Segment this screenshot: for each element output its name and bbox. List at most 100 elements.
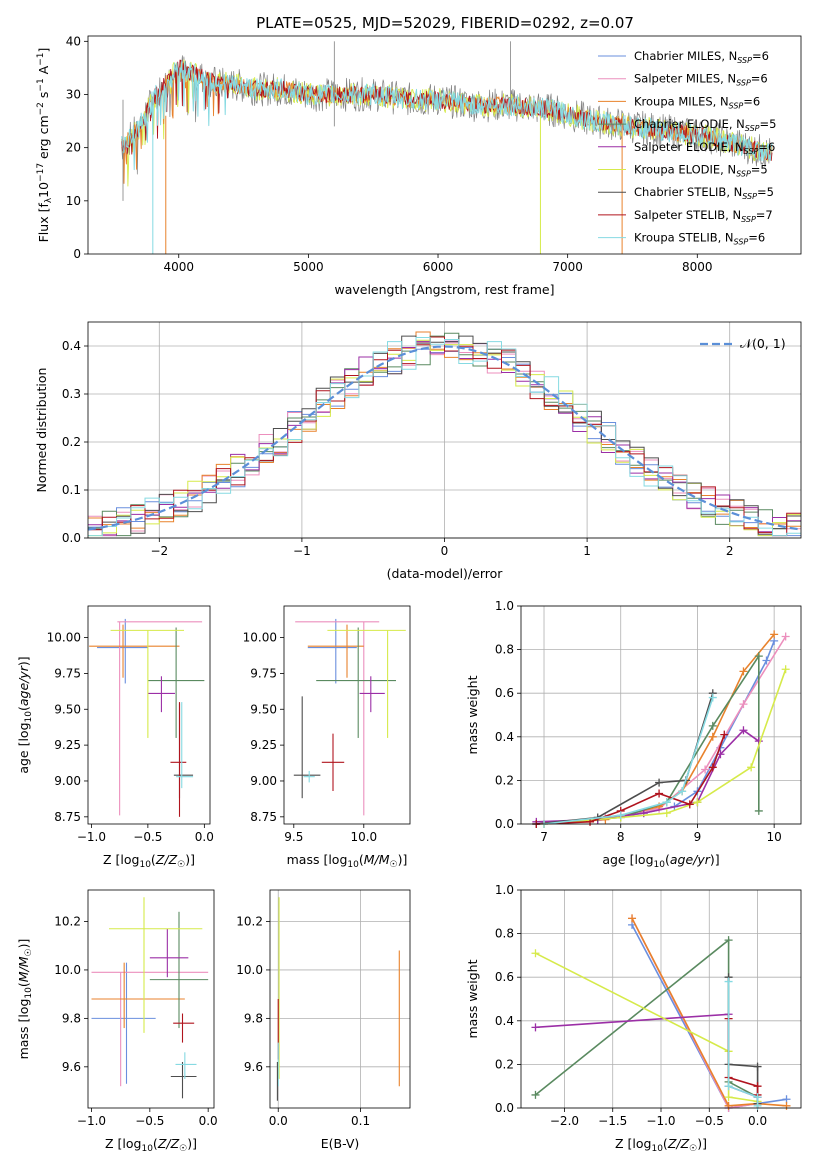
weight-marker-kroupa-stelib xyxy=(616,811,625,820)
x-axis-label-part: )] xyxy=(187,1136,197,1151)
age-vs-mass-panel: 9.5 10.0 8.75 9.00 9.25 9.50 9.75 10.00 mass [lo… xyxy=(243,605,411,870)
axes-frame xyxy=(87,321,802,539)
y-tick-label: 0.0 xyxy=(495,817,514,831)
x-axis-label: wavelength [Angstrom, rest frame] xyxy=(334,282,554,297)
x-axis-label-part: )] xyxy=(185,852,195,867)
y-axis-label-part: M/M xyxy=(16,956,31,982)
mass-weight-vs-z-panel: −2.0 −1.5 −1.0 −0.5 0.0 0.0 0.2 0.4 0.6 0.8 1.0 Z [… xyxy=(465,883,802,1154)
y-axis-label-part: erg cm xyxy=(36,115,51,163)
y-tick-label: 9.50 xyxy=(250,702,277,716)
x-tick-label: −1.0 xyxy=(77,1114,106,1128)
weight-marker-kroupa-elodie xyxy=(724,1093,733,1102)
y-tick-label: 40 xyxy=(66,34,81,48)
legend-label-sub: SSP xyxy=(736,170,751,179)
x-axis-label-part: age/yr xyxy=(670,852,711,867)
weight-marker-kroupa-elodie xyxy=(693,798,702,807)
weight-marker-chabrier-stelib xyxy=(753,1062,762,1071)
y-axis-label-part: age/yr xyxy=(16,665,31,706)
axes-frame xyxy=(87,605,211,825)
legend-label-text: Chabrier ELODIE, N xyxy=(634,117,745,131)
x-axis-label-part: ☉ xyxy=(177,860,185,870)
x-tick-label: 9.5 xyxy=(284,830,303,844)
weight-marker-kroupa-stelib xyxy=(724,977,733,986)
y-tick-label: 9.25 xyxy=(54,738,81,752)
weight-line-kroupa-elodie xyxy=(535,952,758,1103)
weight-marker-chabrier-elodie xyxy=(708,721,717,730)
weight-marker-kroupa-stelib xyxy=(753,1093,762,1102)
legend-label-value: =5 xyxy=(751,163,768,177)
y-tick-label: 0.2 xyxy=(62,435,81,449)
y-axis-label-part: mass [log xyxy=(16,999,31,1060)
y-tick-label: 0.2 xyxy=(495,1057,514,1071)
y-tick-label: 10 xyxy=(66,194,81,208)
y-tick-label: 30 xyxy=(66,87,81,101)
x-axis-label: age [log10(age/yr)] xyxy=(602,852,719,870)
y-axis-label-part: ] xyxy=(36,48,51,53)
legend-label-text: Kroupa STELIB, N xyxy=(634,231,734,245)
weight-marker-salpeter-stelib xyxy=(685,800,694,809)
x-tick-label: 0 xyxy=(441,544,449,558)
x-tick-label: −2 xyxy=(150,544,168,558)
legend-label-salpeter-stelib: Salpeter STELIB, NSSP=7 xyxy=(634,208,773,224)
y-tick-label: 9.6 xyxy=(62,1060,81,1074)
x-axis-label-part: ☉ xyxy=(179,1144,187,1154)
x-axis-label-part: ( xyxy=(665,852,670,867)
x-axis-label-part: age [log xyxy=(602,852,653,867)
legend-label-text: Salpeter STELIB, N xyxy=(634,208,741,222)
weight-marker-chabrier-miles xyxy=(762,656,771,665)
weight-marker-kroupa-miles xyxy=(628,914,637,923)
y-tick-label: 9.8 xyxy=(62,1011,81,1025)
legend-label-sub: SSP xyxy=(736,79,751,88)
legend-label-kroupa-elodie: Kroupa ELODIE, NSSP=5 xyxy=(634,163,768,179)
x-axis-label-part: Z/Z xyxy=(157,1136,180,1151)
weight-marker-chabrier-elodie xyxy=(531,1090,540,1099)
y-tick-label: 10.2 xyxy=(54,914,81,928)
y-axis-label: Flux [fλ10−17 erg cm−2 s−1 A−1] xyxy=(36,48,54,243)
y-axis-label-part: −1 xyxy=(36,78,46,91)
y-axis-label: age [log10(age/yr)] xyxy=(16,656,34,773)
y-tick-label: 0.8 xyxy=(495,643,514,657)
legend-label-kroupa-stelib: Kroupa STELIB, NSSP=6 xyxy=(634,231,765,247)
weight-marker-kroupa-stelib xyxy=(662,798,671,807)
weight-line-kroupa-elodie xyxy=(543,668,787,825)
y-tick-label: 0.6 xyxy=(495,686,514,700)
y-tick-label: 1.0 xyxy=(495,883,514,897)
legend-label-kroupa-miles: Kroupa MILES, NSSP=6 xyxy=(634,94,760,110)
weight-marker-salpeter-miles xyxy=(781,632,790,641)
y-axis-label-part: ( xyxy=(16,706,31,711)
weight-marker-salpeter-elodie xyxy=(531,1023,540,1032)
weight-marker-salpeter-stelib xyxy=(708,763,717,772)
x-axis-label-part: M/M xyxy=(364,852,390,867)
legend-label-chabrier-elodie: Chabrier ELODIE, NSSP=5 xyxy=(634,117,776,133)
x-tick-label: −1.0 xyxy=(646,1114,675,1128)
legend-label-text: Salpeter MILES, N xyxy=(634,72,736,86)
x-tick-label: −1 xyxy=(293,544,311,558)
y-axis-label-part: 10 xyxy=(24,711,34,723)
y-axis-label: mass weight xyxy=(465,959,480,1038)
x-axis-label-part: Z [log xyxy=(615,1136,651,1151)
mass-vs-ebv-panel: 0.0 0.1 9.6 9.8 10.0 10.2 E(B-V) xyxy=(236,889,411,1151)
y-tick-label: 9.00 xyxy=(250,774,277,788)
legend-label-sub: SSP xyxy=(745,124,760,133)
x-tick-label: −1.5 xyxy=(598,1114,627,1128)
weight-line-kroupa-miles xyxy=(631,917,787,1107)
weight-marker-kroupa-stelib xyxy=(724,1082,733,1091)
legend-label-salpeter-elodie: Salpeter ELODIE, NSSP=6 xyxy=(634,140,775,156)
legend-label-value: =6 xyxy=(758,140,775,154)
x-axis-label-part: ( xyxy=(663,1136,668,1151)
y-axis-label-part: Flux [f xyxy=(36,203,51,243)
mass-vs-z-panel: −1.0 −0.5 0.09.69.810.010.2Z [log10(Z/Z☉)]… xyxy=(16,889,218,1154)
x-axis-label: Z [log10(Z/Z☉)] xyxy=(615,1136,707,1154)
y-axis-label-part: 10 xyxy=(24,987,34,999)
y-tick-label: 0.0 xyxy=(62,531,81,545)
y-axis-label-part: age [log xyxy=(16,722,31,773)
weight-marker-kroupa-miles xyxy=(708,732,717,741)
x-axis-label-part: ( xyxy=(153,1136,158,1151)
y-axis-label-part: ☉ xyxy=(24,948,34,956)
weight-marker-salpeter-elodie xyxy=(739,726,748,735)
x-axis-label-part: ☉ xyxy=(390,860,398,870)
y-axis-label-part: −17 xyxy=(36,163,46,182)
x-tick-label: 0.0 xyxy=(195,830,214,844)
histogram-kroupa-elodie xyxy=(88,339,801,537)
